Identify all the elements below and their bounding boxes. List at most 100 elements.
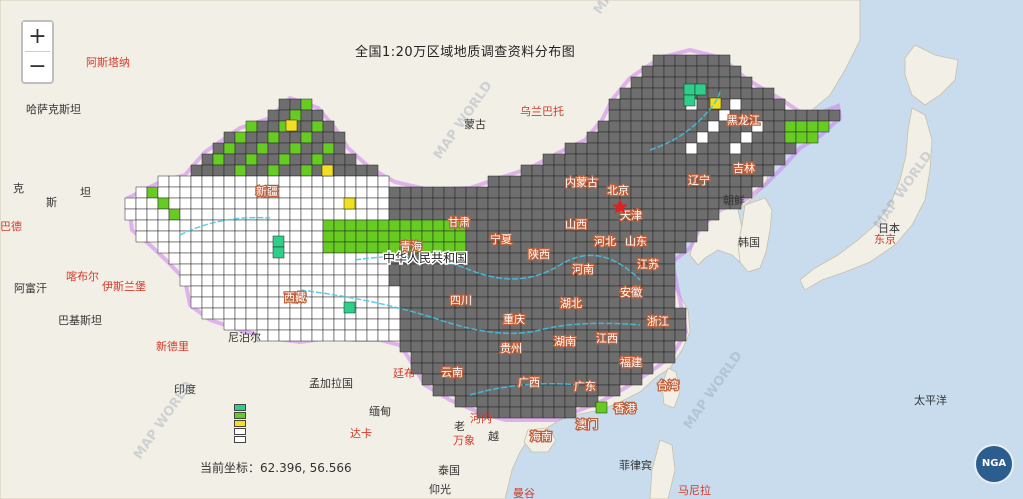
grid-cell[interactable]: [377, 318, 390, 331]
grid-cell[interactable]: [146, 230, 159, 243]
grid-cell[interactable]: [619, 87, 632, 100]
grid-cell[interactable]: [454, 307, 467, 320]
grid-cell[interactable]: [344, 175, 357, 188]
grid-cell[interactable]: [707, 197, 720, 210]
grid-cell[interactable]: [333, 307, 346, 320]
grid-cell[interactable]: [784, 131, 797, 144]
grid-cell[interactable]: [333, 197, 346, 210]
grid-cell[interactable]: [542, 230, 555, 243]
grid-cell[interactable]: [377, 230, 390, 243]
grid-cell[interactable]: [311, 296, 324, 309]
grid-cell[interactable]: [267, 142, 280, 155]
grid-cell[interactable]: [465, 186, 478, 199]
grid-cell[interactable]: [223, 252, 236, 265]
grid-cell[interactable]: [366, 164, 379, 177]
grid-cell[interactable]: [707, 186, 720, 199]
grid-cell[interactable]: [652, 351, 665, 364]
grid-cell[interactable]: [212, 208, 225, 221]
grid-cell[interactable]: [256, 318, 269, 331]
grid-cell[interactable]: [333, 208, 346, 221]
grid-cell[interactable]: [795, 131, 808, 144]
grid-cell-highlight[interactable]: [321, 164, 334, 177]
grid-cell[interactable]: [542, 362, 555, 375]
grid-cell-highlight[interactable]: [694, 83, 707, 96]
grid-cell[interactable]: [300, 164, 313, 177]
grid-cell[interactable]: [388, 263, 401, 276]
grid-cell[interactable]: [311, 109, 324, 122]
grid-cell[interactable]: [476, 296, 489, 309]
grid-cell[interactable]: [344, 329, 357, 342]
grid-cell[interactable]: [619, 164, 632, 177]
grid-cell[interactable]: [289, 252, 302, 265]
grid-cell[interactable]: [201, 153, 214, 166]
grid-cell[interactable]: [256, 164, 269, 177]
grid-cell[interactable]: [179, 197, 192, 210]
grid-cell[interactable]: [531, 296, 544, 309]
grid-cell[interactable]: [212, 164, 225, 177]
grid-cell[interactable]: [289, 175, 302, 188]
grid-cell[interactable]: [542, 153, 555, 166]
grid-cell[interactable]: [619, 307, 632, 320]
grid-cell[interactable]: [223, 230, 236, 243]
grid-cell[interactable]: [663, 329, 676, 342]
grid-cell[interactable]: [443, 186, 456, 199]
grid-cell[interactable]: [641, 65, 654, 78]
grid-cell[interactable]: [751, 142, 764, 155]
grid-cell[interactable]: [619, 329, 632, 342]
grid-cell[interactable]: [575, 142, 588, 155]
grid-cell[interactable]: [751, 87, 764, 100]
grid-cell[interactable]: [443, 263, 456, 276]
grid-cell[interactable]: [300, 120, 313, 133]
grid-cell[interactable]: [476, 351, 489, 364]
grid-cell[interactable]: [707, 54, 720, 67]
grid-cell[interactable]: [300, 142, 313, 155]
grid-cell[interactable]: [157, 208, 170, 221]
grid-cell[interactable]: [179, 252, 192, 265]
grid-cell[interactable]: [300, 208, 313, 221]
grid-cell[interactable]: [520, 197, 533, 210]
grid-cell[interactable]: [608, 373, 621, 386]
grid-cell[interactable]: [223, 186, 236, 199]
grid-cell[interactable]: [355, 175, 368, 188]
grid-cell[interactable]: [564, 230, 577, 243]
grid-cell[interactable]: [432, 307, 445, 320]
grid-cell[interactable]: [586, 307, 599, 320]
grid-cell[interactable]: [377, 219, 390, 232]
grid-cell[interactable]: [124, 208, 137, 221]
grid-cell[interactable]: [520, 164, 533, 177]
grid-cell[interactable]: [300, 98, 313, 111]
grid-cell[interactable]: [355, 197, 368, 210]
grid-cell[interactable]: [157, 219, 170, 232]
grid-cell[interactable]: [190, 241, 203, 254]
grid-cell[interactable]: [234, 219, 247, 232]
grid-cell[interactable]: [465, 274, 478, 287]
grid-cell[interactable]: [421, 186, 434, 199]
grid-cell[interactable]: [542, 164, 555, 177]
grid-cell[interactable]: [454, 186, 467, 199]
grid-cell[interactable]: [344, 263, 357, 276]
grid-cell[interactable]: [322, 307, 335, 320]
grid-cell[interactable]: [256, 120, 269, 133]
grid-cell[interactable]: [322, 285, 335, 298]
grid-cell[interactable]: [773, 109, 786, 122]
grid-cell[interactable]: [564, 142, 577, 155]
grid-cell[interactable]: [531, 164, 544, 177]
grid-cell[interactable]: [421, 373, 434, 386]
grid-cell[interactable]: [509, 208, 522, 221]
grid-cell[interactable]: [696, 208, 709, 221]
grid-cell[interactable]: [245, 285, 258, 298]
grid-cell[interactable]: [179, 241, 192, 254]
grid-cell[interactable]: [212, 252, 225, 265]
grid-cell[interactable]: [234, 252, 247, 265]
grid-cell[interactable]: [399, 340, 412, 353]
grid-cell[interactable]: [531, 340, 544, 353]
grid-cell[interactable]: [630, 274, 643, 287]
grid-cell[interactable]: [641, 142, 654, 155]
grid-cell[interactable]: [267, 296, 280, 309]
grid-cell-highlight[interactable]: [683, 94, 696, 107]
grid-cell[interactable]: [509, 285, 522, 298]
grid-cell[interactable]: [586, 274, 599, 287]
grid-cell[interactable]: [333, 263, 346, 276]
grid-cell[interactable]: [454, 384, 467, 397]
grid-cell[interactable]: [256, 285, 269, 298]
